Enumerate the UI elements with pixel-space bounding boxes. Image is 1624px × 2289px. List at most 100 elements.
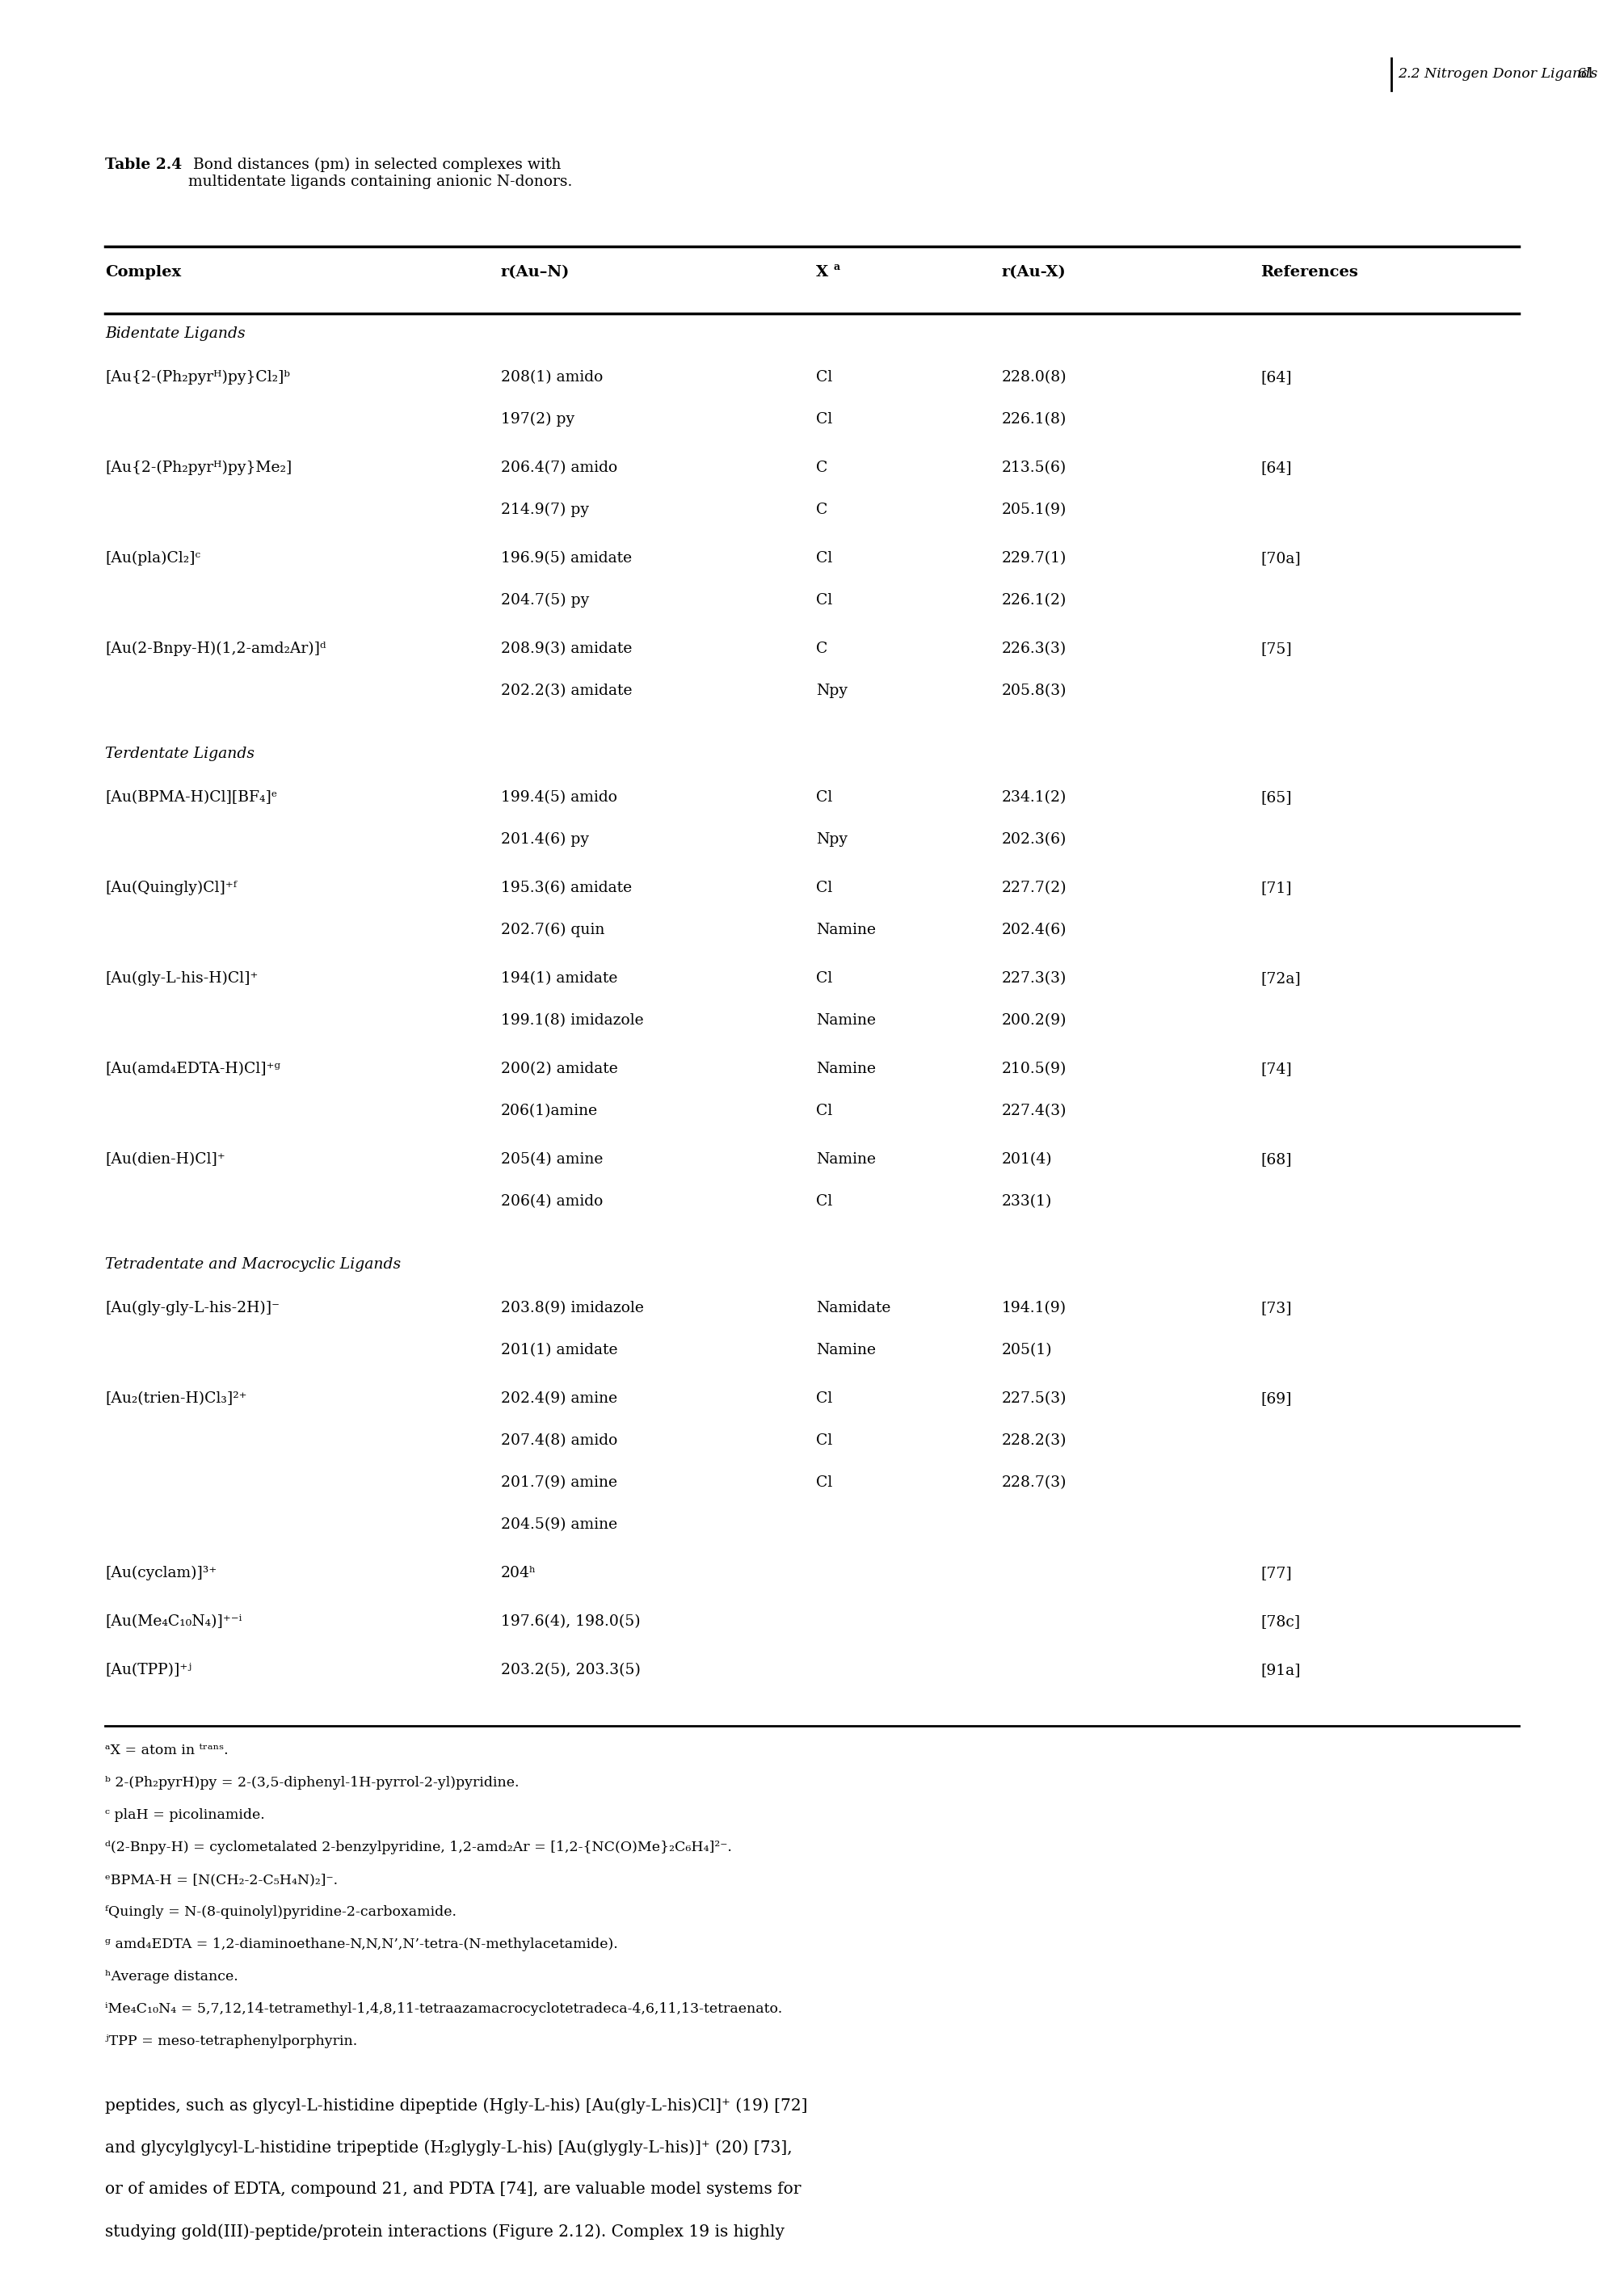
Text: 196.9(5) amidate: 196.9(5) amidate	[500, 552, 632, 565]
Text: 208.9(3) amidate: 208.9(3) amidate	[500, 641, 632, 657]
Text: 204.7(5) py: 204.7(5) py	[500, 593, 590, 609]
Text: 227.3(3): 227.3(3)	[1002, 971, 1067, 987]
Text: 228.7(3): 228.7(3)	[1002, 1476, 1067, 1490]
Text: Cl: Cl	[815, 1392, 833, 1405]
Text: [73]: [73]	[1260, 1300, 1291, 1316]
Text: Cl: Cl	[815, 1195, 833, 1209]
Text: [75]: [75]	[1260, 641, 1291, 657]
Text: Namidate: Namidate	[815, 1300, 890, 1316]
Text: or of amides of EDTA, compound 21, and PDTA [74], are valuable model systems for: or of amides of EDTA, compound 21, and P…	[106, 2181, 801, 2197]
Text: ᵇ 2-(Ph₂pyrH)py = 2-(3,5-diphenyl-1H-pyrrol-2-yl)pyridine.: ᵇ 2-(Ph₂pyrH)py = 2-(3,5-diphenyl-1H-pyr…	[106, 1776, 520, 1790]
Text: 228.2(3): 228.2(3)	[1002, 1433, 1067, 1449]
Text: ʲTPP = meso-tetraphenylporphyrin.: ʲTPP = meso-tetraphenylporphyrin.	[106, 2035, 357, 2049]
Text: ᵉBPMA-H = [N(CH₂-2-C₅H₄N)₂]⁻.: ᵉBPMA-H = [N(CH₂-2-C₅H₄N)₂]⁻.	[106, 1872, 338, 1886]
Text: References: References	[1260, 266, 1358, 279]
Text: 205(1): 205(1)	[1002, 1344, 1052, 1357]
Text: 228.0(8): 228.0(8)	[1002, 371, 1067, 385]
Text: [Au{2-(Ph₂pyrᴴ)py}Cl₂]ᵇ: [Au{2-(Ph₂pyrᴴ)py}Cl₂]ᵇ	[106, 371, 291, 385]
Text: 201(1) amidate: 201(1) amidate	[500, 1344, 617, 1357]
Text: and glycylglycyl-L-histidine tripeptide (H₂glygly-L-his) [Au(glygly-L-his)]⁺ (20: and glycylglycyl-L-histidine tripeptide …	[106, 2140, 793, 2156]
Text: 202.4(9) amine: 202.4(9) amine	[500, 1392, 617, 1405]
Text: 234.1(2): 234.1(2)	[1002, 790, 1067, 806]
Text: r(Au–N): r(Au–N)	[500, 266, 570, 279]
Text: 205(4) amine: 205(4) amine	[500, 1151, 603, 1167]
Text: 226.3(3): 226.3(3)	[1002, 641, 1067, 657]
Text: 202.4(6): 202.4(6)	[1002, 922, 1067, 936]
Text: 227.5(3): 227.5(3)	[1002, 1392, 1067, 1405]
Text: Npy: Npy	[815, 684, 848, 698]
Text: [Au(2-Bnpy-H)(1,2-amd₂Ar)]ᵈ: [Au(2-Bnpy-H)(1,2-amd₂Ar)]ᵈ	[106, 641, 326, 657]
Text: Namine: Namine	[815, 1014, 875, 1028]
Text: 229.7(1): 229.7(1)	[1002, 552, 1067, 565]
Text: [Au(gly-gly-L-his-2H)]⁻: [Au(gly-gly-L-his-2H)]⁻	[106, 1300, 279, 1316]
Text: 227.7(2): 227.7(2)	[1002, 881, 1067, 895]
Text: ⁱMe₄C₁₀N₄ = 5,7,12,14-tetramethyl-1,4,8,11-tetraazamacrocyclotetradeca-4,6,11,13: ⁱMe₄C₁₀N₄ = 5,7,12,14-tetramethyl-1,4,8,…	[106, 2003, 783, 2017]
Text: 226.1(2): 226.1(2)	[1002, 593, 1067, 607]
Text: 206.4(7) amido: 206.4(7) amido	[500, 460, 617, 476]
Text: [74]: [74]	[1260, 1062, 1291, 1076]
Text: [64]: [64]	[1260, 371, 1291, 385]
Text: C: C	[815, 504, 828, 517]
Text: [72a]: [72a]	[1260, 971, 1301, 987]
Text: 206(1)amine: 206(1)amine	[500, 1103, 598, 1119]
Text: [Au(dien-H)Cl]⁺: [Au(dien-H)Cl]⁺	[106, 1151, 226, 1167]
Text: X: X	[815, 266, 828, 279]
Text: [Au{2-(Ph₂pyrᴴ)py}Me₂]: [Au{2-(Ph₂pyrᴴ)py}Me₂]	[106, 460, 292, 476]
Text: [Au(amd₄EDTA-H)Cl]⁺ᵍ: [Au(amd₄EDTA-H)Cl]⁺ᵍ	[106, 1062, 281, 1076]
Text: Cl: Cl	[815, 593, 833, 607]
Text: 204ʰ: 204ʰ	[500, 1566, 536, 1579]
Text: 226.1(8): 226.1(8)	[1002, 412, 1067, 426]
Text: 205.8(3): 205.8(3)	[1002, 684, 1067, 698]
Text: ᵈ(2-Bnpy-H) = cyclometalated 2-benzylpyridine, 1,2-amd₂Ar = [1,2-{NC(O)Me}₂C₆H₄]: ᵈ(2-Bnpy-H) = cyclometalated 2-benzylpyr…	[106, 1840, 732, 1854]
Text: 227.4(3): 227.4(3)	[1002, 1103, 1067, 1119]
Text: a: a	[833, 261, 840, 272]
Text: 210.5(9): 210.5(9)	[1002, 1062, 1067, 1076]
Text: [70a]: [70a]	[1260, 552, 1301, 565]
Text: 195.3(6) amidate: 195.3(6) amidate	[500, 881, 632, 895]
Text: C: C	[815, 460, 828, 476]
Text: [64]: [64]	[1260, 460, 1291, 476]
Text: [Au(pla)Cl₂]ᶜ: [Au(pla)Cl₂]ᶜ	[106, 552, 200, 565]
Text: [71]: [71]	[1260, 881, 1291, 895]
Text: Cl: Cl	[815, 790, 833, 806]
Text: [68]: [68]	[1260, 1151, 1291, 1167]
Text: [Au(Me₄C₁₀N₄)]⁺⁻ⁱ: [Au(Me₄C₁₀N₄)]⁺⁻ⁱ	[106, 1614, 242, 1630]
Text: [Au(TPP)]⁺ʲ: [Au(TPP)]⁺ʲ	[106, 1662, 192, 1678]
Text: Cl: Cl	[815, 1476, 833, 1490]
Text: 197(2) py: 197(2) py	[500, 412, 575, 426]
Text: 204.5(9) amine: 204.5(9) amine	[500, 1518, 617, 1531]
Text: 203.8(9) imidazole: 203.8(9) imidazole	[500, 1300, 643, 1316]
Text: [Au(Quingly)Cl]⁺ᶠ: [Au(Quingly)Cl]⁺ᶠ	[106, 881, 237, 895]
Text: ʰAverage distance.: ʰAverage distance.	[106, 1971, 239, 1985]
Text: [91a]: [91a]	[1260, 1662, 1301, 1678]
Text: ᶜ plaH = picolinamide.: ᶜ plaH = picolinamide.	[106, 1808, 265, 1822]
Text: Complex: Complex	[106, 266, 182, 279]
Text: [Au(cyclam)]³⁺: [Au(cyclam)]³⁺	[106, 1566, 216, 1582]
Text: Cl: Cl	[815, 881, 833, 895]
Text: 194(1) amidate: 194(1) amidate	[500, 971, 617, 987]
Text: 199.1(8) imidazole: 199.1(8) imidazole	[500, 1014, 643, 1028]
Text: 197.6(4), 198.0(5): 197.6(4), 198.0(5)	[500, 1614, 640, 1630]
Text: 201.7(9) amine: 201.7(9) amine	[500, 1476, 617, 1490]
Text: 201.4(6) py: 201.4(6) py	[500, 833, 590, 847]
Text: 207.4(8) amido: 207.4(8) amido	[500, 1433, 617, 1449]
Text: Table 2.4: Table 2.4	[106, 158, 182, 172]
Text: 214.9(7) py: 214.9(7) py	[500, 504, 590, 517]
Text: Cl: Cl	[815, 552, 833, 565]
Text: r(Au-X): r(Au-X)	[1002, 266, 1067, 279]
Text: [Au₂(trien-H)Cl₃]²⁺: [Au₂(trien-H)Cl₃]²⁺	[106, 1392, 247, 1405]
Text: 205.1(9): 205.1(9)	[1002, 504, 1067, 517]
Text: Tetradentate and Macrocyclic Ligands: Tetradentate and Macrocyclic Ligands	[106, 1257, 401, 1273]
Text: peptides, such as glycyl-L-histidine dipeptide (Hgly-L-his) [Au(gly-L-his)Cl]⁺ (: peptides, such as glycyl-L-histidine dip…	[106, 2097, 807, 2113]
Text: [77]: [77]	[1260, 1566, 1291, 1579]
Text: 202.3(6): 202.3(6)	[1002, 833, 1067, 847]
Text: 2.2 Nitrogen Donor Ligands: 2.2 Nitrogen Donor Ligands	[1398, 66, 1598, 80]
Text: 208(1) amido: 208(1) amido	[500, 371, 603, 385]
Text: [Au(BPMA-H)Cl][BF₄]ᵉ: [Au(BPMA-H)Cl][BF₄]ᵉ	[106, 790, 278, 806]
Text: 201(4): 201(4)	[1002, 1151, 1052, 1167]
Text: 199.4(5) amido: 199.4(5) amido	[500, 790, 617, 806]
Text: [Au(gly-L-his-H)Cl]⁺: [Au(gly-L-his-H)Cl]⁺	[106, 971, 258, 987]
Text: [65]: [65]	[1260, 790, 1291, 806]
Text: Namine: Namine	[815, 922, 875, 936]
Text: studying gold(III)-peptide/protein interactions (Figure 2.12). Complex 19 is hig: studying gold(III)-peptide/protein inter…	[106, 2223, 784, 2239]
